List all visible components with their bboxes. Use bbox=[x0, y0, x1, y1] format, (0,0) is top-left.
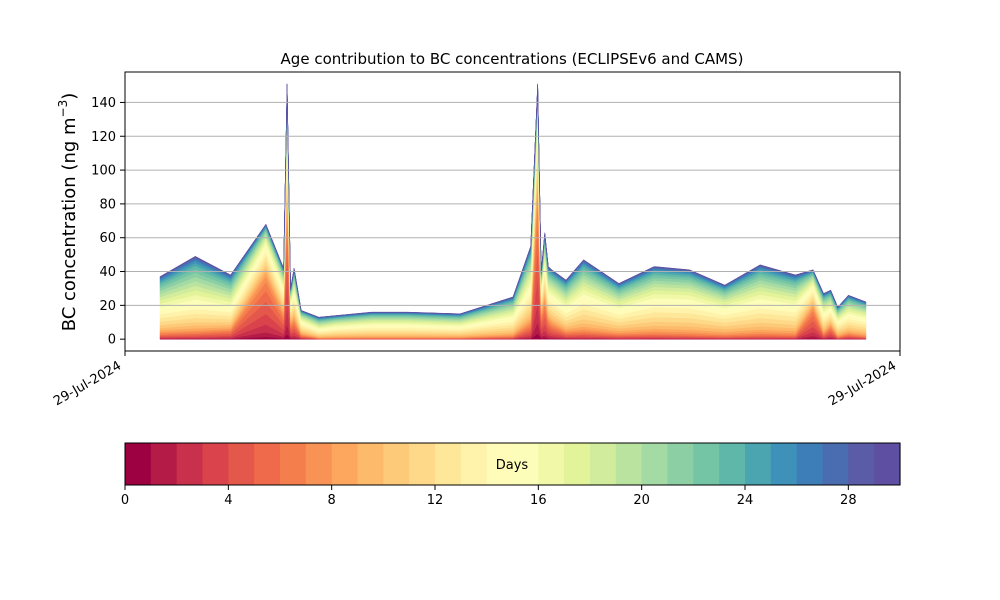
colorbar-cell-25 bbox=[770, 443, 798, 485]
chart-title: Age contribution to BC concentrations (E… bbox=[281, 50, 744, 68]
colorbar-tick-label-8: 8 bbox=[328, 493, 336, 508]
colorbar-tick-label-0: 0 bbox=[121, 493, 129, 508]
colorbar-cell-9 bbox=[357, 443, 384, 485]
y-tick-label-40: 40 bbox=[99, 265, 116, 280]
y-tick-label-60: 60 bbox=[99, 231, 116, 246]
plot-area bbox=[124, 71, 901, 352]
colorbar-cell-26 bbox=[796, 443, 824, 485]
x-axis: 29-Jul-2024 29-Jul-2024 bbox=[51, 351, 901, 409]
colorbar-cell-28 bbox=[848, 443, 875, 485]
colorbar-tick-label-20: 20 bbox=[633, 493, 650, 508]
y-axis-label-main: BC concentration (ng m bbox=[59, 117, 80, 331]
colorbar-frame bbox=[124, 442, 901, 486]
colorbar-cell-14 bbox=[486, 443, 514, 485]
colorbar-cell-19 bbox=[615, 443, 643, 485]
colorbar-tick-label-24: 24 bbox=[737, 493, 754, 508]
colorbar-cell-3 bbox=[202, 443, 229, 485]
age-band-29 bbox=[159, 83, 867, 318]
colorbar-cell-0 bbox=[125, 443, 152, 485]
colorbar-cell-22 bbox=[693, 443, 720, 485]
colorbar-cell-27 bbox=[822, 443, 849, 485]
colorbar-cell-18 bbox=[590, 443, 617, 485]
colorbar-cell-23 bbox=[719, 443, 746, 485]
y-tick-label-80: 80 bbox=[99, 197, 116, 212]
colorbar-cell-13 bbox=[460, 443, 488, 485]
y-axis: 0 20 40 60 80 100 120 140 bbox=[91, 96, 125, 348]
colorbar-tick-label-12: 12 bbox=[427, 493, 444, 508]
colorbar-cell-4 bbox=[228, 443, 255, 485]
gridlines bbox=[125, 101, 900, 306]
colorbar-cells bbox=[125, 443, 901, 485]
y-axis-label-superscript: −3 bbox=[56, 100, 70, 118]
colorbar-cell-12 bbox=[435, 443, 462, 485]
colorbar-cell-11 bbox=[409, 443, 436, 485]
x-tick-label-right: 29-Jul-2024 bbox=[826, 358, 899, 409]
colorbar-cell-1 bbox=[150, 443, 178, 485]
colorbar-tick-label-28: 28 bbox=[840, 493, 857, 508]
y-tick-label-140: 140 bbox=[91, 96, 116, 111]
colorbar-cell-17 bbox=[564, 443, 591, 485]
y-tick-label-0: 0 bbox=[108, 333, 116, 348]
colorbar-cell-10 bbox=[383, 443, 410, 485]
colorbar-cell-16 bbox=[538, 443, 565, 485]
stacked-age-areas bbox=[159, 83, 867, 340]
y-tick-label-100: 100 bbox=[91, 164, 116, 179]
colorbar-cell-8 bbox=[331, 443, 359, 485]
x-tick-label-left: 29-Jul-2024 bbox=[51, 358, 124, 409]
colorbar-cell-24 bbox=[745, 443, 772, 485]
y-axis-label: BC concentration (ng m−3) bbox=[56, 93, 80, 332]
colorbar-cell-29 bbox=[874, 443, 901, 485]
colorbar-cell-6 bbox=[280, 443, 307, 485]
colorbar-cell-20 bbox=[641, 443, 669, 485]
colorbar-cell-15 bbox=[512, 443, 539, 485]
y-tick-label-120: 120 bbox=[91, 130, 116, 145]
colorbar-label: Days bbox=[496, 458, 529, 473]
colorbar-cell-21 bbox=[667, 443, 694, 485]
colorbar-ticks: 0 4 8 12 16 20 24 28 bbox=[121, 485, 857, 508]
y-tick-label-20: 20 bbox=[99, 299, 116, 314]
plot-frame bbox=[124, 71, 901, 352]
colorbar-cell-7 bbox=[305, 443, 333, 485]
colorbar-cell-5 bbox=[254, 443, 281, 485]
colorbar-tick-label-4: 4 bbox=[224, 493, 232, 508]
y-axis-label-close: ) bbox=[59, 93, 80, 100]
colorbar-tick-label-16: 16 bbox=[530, 493, 547, 508]
colorbar-cell-2 bbox=[176, 443, 204, 485]
colorbar: Days 0 4 8 12 16 20 24 28 bbox=[121, 442, 901, 508]
